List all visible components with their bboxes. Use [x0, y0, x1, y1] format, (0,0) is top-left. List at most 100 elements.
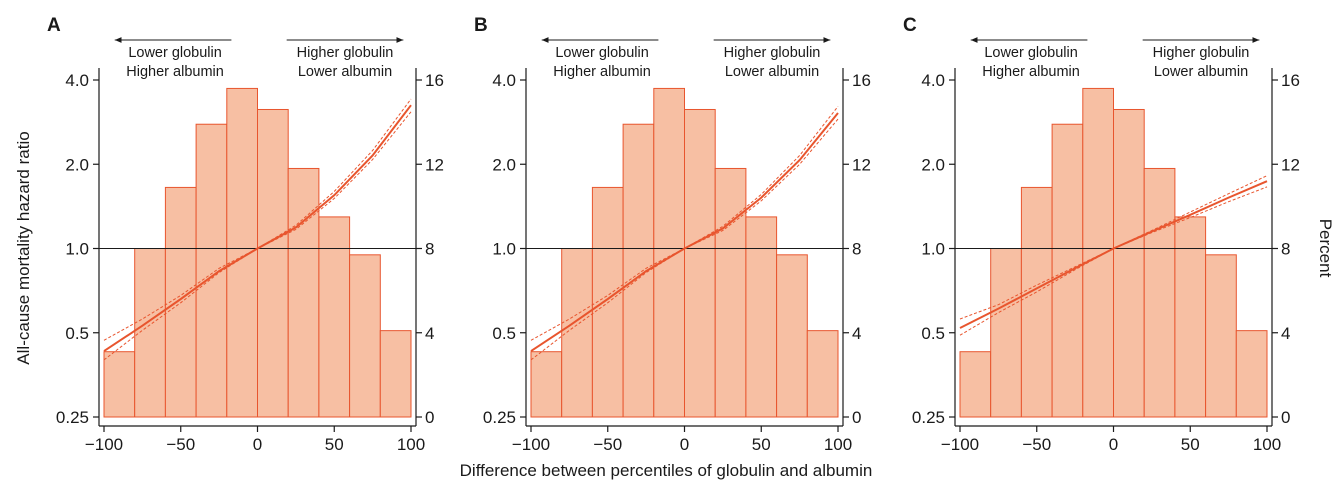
- histogram-bar: [530, 351, 563, 418]
- right-arrow-label: Lower albumin: [1154, 64, 1248, 80]
- histogram-bars: [530, 87, 839, 418]
- histogram-bar: [103, 351, 136, 418]
- left-y-tick-label: 2.0: [65, 155, 89, 174]
- x-tick-label: 100: [824, 435, 852, 454]
- right-arrow-label: Higher globulin: [1153, 45, 1250, 61]
- left-y-tick-label: 0.5: [921, 324, 945, 343]
- panel-letter: B: [474, 15, 488, 36]
- histogram-bar: [1020, 186, 1053, 418]
- panels: A 0.25 0.5 1.0 2.0 4.0 0 4 8 12 16 −100 −50 0 50 100 Low…: [47, 15, 1300, 454]
- histogram-bar: [1205, 254, 1237, 418]
- histogram-bar: [990, 248, 1022, 418]
- x-tick-label: 0: [1109, 435, 1118, 454]
- left-y-tick-label: 4.0: [492, 71, 516, 90]
- histogram-bar: [561, 248, 593, 418]
- x-tick-label: −50: [593, 435, 622, 454]
- panel-a: A 0.25 0.5 1.0 2.0 4.0 0 4 8 12 16 −100 −50 0 50 100 Low…: [47, 15, 444, 454]
- left-y-tick-label: 1.0: [921, 240, 945, 259]
- right-y-tick-label: 4: [852, 324, 861, 343]
- histogram-bar: [1235, 330, 1268, 418]
- right-y-tick-label: 16: [852, 71, 871, 90]
- right-y-tick-label: 0: [852, 408, 861, 427]
- panel-letter: C: [903, 15, 917, 36]
- histogram-bar: [1143, 167, 1176, 418]
- panel-c: C 0.25 0.5 1.0 2.0 4.0 0 4 8 12 16 −100 −50 0 50 100 Low…: [903, 15, 1300, 454]
- left-y-tick-label: 4.0: [65, 71, 89, 90]
- right-y-axis-label: Percent: [1316, 219, 1333, 278]
- histogram-bar: [714, 167, 747, 418]
- x-tick-label: −100: [512, 435, 550, 454]
- histogram-bar: [653, 87, 685, 418]
- left-y-tick-label: 0.5: [65, 324, 89, 343]
- histogram-bar: [684, 108, 716, 418]
- left-arrow-label: Higher albumin: [982, 64, 1080, 80]
- x-tick-label: 0: [253, 435, 262, 454]
- x-tick-label: 100: [1253, 435, 1281, 454]
- left-arrow-label: Higher albumin: [126, 64, 224, 80]
- ci-upper-line: [103, 98, 412, 341]
- left-y-tick-label: 1.0: [65, 240, 89, 259]
- histogram-bar: [959, 351, 992, 418]
- histogram-bars: [103, 87, 412, 418]
- x-tick-label: 50: [752, 435, 771, 454]
- histogram-bar: [379, 330, 412, 418]
- histogram-bar: [349, 254, 381, 418]
- left-y-tick-label: 0.25: [912, 408, 945, 427]
- histogram-bar: [318, 216, 351, 418]
- histogram-bar: [287, 167, 320, 418]
- right-y-tick-label: 8: [1281, 240, 1290, 259]
- histogram-bar: [745, 216, 778, 418]
- right-y-tick-label: 4: [1281, 324, 1290, 343]
- hazard-ratio-line: [959, 180, 1268, 329]
- right-arrow-label: Lower albumin: [298, 64, 392, 80]
- left-y-tick-label: 0.5: [492, 324, 516, 343]
- histogram-bar: [1174, 216, 1207, 418]
- right-arrow-label: Lower albumin: [725, 64, 819, 80]
- left-arrow-label: Higher albumin: [553, 64, 651, 80]
- right-y-tick-label: 4: [425, 324, 434, 343]
- histogram-bar: [1082, 87, 1115, 418]
- left-y-tick-label: 0.25: [56, 408, 89, 427]
- panel-b: B 0.25 0.5 1.0 2.0 4.0 0 4 8 12 16 −100 −50 0 50 100 Low…: [474, 15, 871, 454]
- histogram-bar: [806, 330, 839, 418]
- left-y-tick-label: 1.0: [492, 240, 516, 259]
- right-y-tick-label: 16: [1281, 71, 1300, 90]
- x-tick-label: −50: [166, 435, 195, 454]
- right-y-tick-label: 12: [1281, 155, 1300, 174]
- histogram-bar: [195, 123, 228, 418]
- x-axis-label: Difference between percentiles of globul…: [460, 461, 873, 480]
- left-y-tick-label: 4.0: [921, 71, 945, 90]
- left-arrow-label: Lower globulin: [555, 45, 649, 61]
- panel-letter: A: [47, 15, 61, 36]
- right-y-tick-label: 0: [425, 408, 434, 427]
- x-tick-label: −100: [85, 435, 123, 454]
- left-y-tick-label: 2.0: [492, 155, 516, 174]
- x-tick-label: 50: [1181, 435, 1200, 454]
- left-y-axis-label: All-cause mortality hazard ratio: [14, 131, 33, 364]
- histogram-bars: [959, 87, 1268, 418]
- left-arrow-label: Lower globulin: [128, 45, 222, 61]
- right-y-tick-label: 12: [425, 155, 444, 174]
- right-y-tick-label: 12: [852, 155, 871, 174]
- histogram-bar: [226, 87, 259, 418]
- hazard-ratio-line: [530, 112, 839, 352]
- right-arrow-label: Higher globulin: [297, 45, 394, 61]
- histogram-bar: [776, 254, 808, 418]
- ci-lower-line: [530, 118, 839, 361]
- x-tick-label: 0: [680, 435, 689, 454]
- histogram-bar: [1113, 108, 1145, 418]
- x-tick-label: −100: [941, 435, 979, 454]
- left-y-tick-label: 2.0: [921, 155, 945, 174]
- ci-upper-line: [959, 175, 1268, 320]
- x-tick-label: 50: [325, 435, 344, 454]
- left-y-tick-label: 0.25: [483, 408, 516, 427]
- right-y-tick-label: 16: [425, 71, 444, 90]
- right-y-tick-label: 0: [1281, 408, 1290, 427]
- x-tick-label: 100: [397, 435, 425, 454]
- x-tick-label: −50: [1022, 435, 1051, 454]
- histogram-bar: [622, 123, 655, 418]
- right-y-tick-label: 8: [852, 240, 861, 259]
- right-arrow-label: Higher globulin: [724, 45, 821, 61]
- histogram-bar: [134, 248, 166, 418]
